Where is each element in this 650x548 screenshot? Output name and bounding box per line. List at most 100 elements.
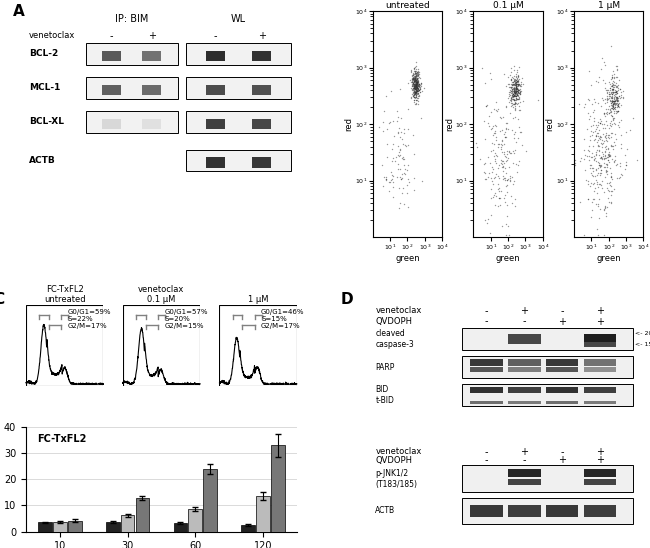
Point	[608, 100, 618, 109]
Point	[497, 156, 508, 165]
Text: +: +	[558, 317, 566, 327]
Point	[484, 229, 495, 238]
Bar	[584, 505, 616, 517]
Point	[612, 84, 623, 93]
Point	[499, 130, 510, 139]
Point	[412, 79, 423, 88]
Point	[398, 124, 409, 133]
Point	[415, 81, 425, 90]
Point	[402, 181, 412, 190]
Point	[594, 147, 604, 156]
Point	[505, 177, 515, 186]
Point	[616, 140, 627, 149]
Point	[410, 90, 420, 99]
Point	[602, 163, 612, 172]
Point	[411, 87, 421, 96]
Point	[604, 104, 615, 113]
Point	[510, 84, 521, 93]
Point	[506, 75, 517, 84]
Point	[501, 101, 512, 110]
Point	[608, 104, 619, 113]
Point	[610, 109, 621, 117]
Point	[413, 70, 423, 79]
Point	[515, 90, 525, 99]
Point	[488, 121, 499, 130]
Point	[393, 113, 404, 122]
Point	[606, 181, 616, 190]
Point	[402, 174, 413, 183]
Point	[601, 166, 611, 175]
Point	[506, 149, 516, 157]
Point	[611, 88, 621, 97]
Point	[489, 200, 500, 209]
Point	[607, 155, 618, 163]
Point	[510, 195, 520, 204]
Point	[472, 142, 482, 151]
Point	[593, 72, 604, 81]
Point	[585, 135, 595, 144]
Bar	[102, 51, 121, 61]
Point	[411, 84, 421, 93]
Point	[512, 91, 522, 100]
Bar	[546, 505, 578, 517]
Point	[409, 83, 419, 92]
Point	[412, 77, 423, 85]
Point	[411, 77, 422, 86]
Point	[507, 90, 517, 99]
Point	[515, 87, 525, 96]
Point	[506, 83, 517, 92]
Point	[497, 140, 508, 149]
Point	[408, 186, 419, 195]
Point	[499, 157, 509, 165]
Point	[411, 82, 421, 90]
Point	[385, 178, 395, 186]
Point	[412, 94, 423, 102]
Point	[614, 84, 625, 93]
Point	[385, 117, 395, 126]
Point	[408, 88, 418, 96]
Point	[406, 93, 417, 101]
Point	[606, 97, 617, 106]
Bar	[123, 305, 200, 386]
Point	[413, 66, 424, 75]
Point	[412, 76, 423, 84]
Point	[507, 87, 517, 96]
Point	[606, 90, 617, 99]
Point	[407, 79, 417, 88]
Point	[410, 76, 421, 84]
Point	[410, 80, 421, 89]
Point	[497, 222, 507, 231]
Point	[471, 138, 481, 147]
Point	[410, 89, 421, 98]
Point	[508, 146, 519, 155]
Point	[491, 192, 501, 201]
Point	[409, 150, 419, 158]
Point	[409, 73, 419, 82]
Point	[582, 195, 593, 204]
Point	[616, 91, 626, 100]
Point	[489, 190, 499, 199]
Point	[610, 96, 620, 105]
Point	[514, 105, 525, 114]
Y-axis label: red: red	[545, 117, 554, 131]
Point	[601, 153, 612, 162]
Point	[611, 93, 621, 101]
Point	[595, 161, 605, 170]
Point	[508, 90, 519, 99]
Point	[600, 133, 610, 141]
Point	[588, 172, 599, 180]
Point	[593, 158, 603, 167]
Point	[608, 104, 619, 112]
Point	[611, 89, 621, 98]
Point	[510, 100, 520, 109]
Point	[508, 81, 519, 90]
Point	[616, 115, 626, 124]
Point	[513, 80, 523, 89]
Point	[610, 78, 621, 87]
Point	[411, 87, 422, 95]
Point	[597, 154, 607, 163]
Point	[410, 79, 420, 88]
Point	[407, 77, 417, 86]
Point	[411, 71, 421, 80]
Point	[595, 179, 605, 188]
